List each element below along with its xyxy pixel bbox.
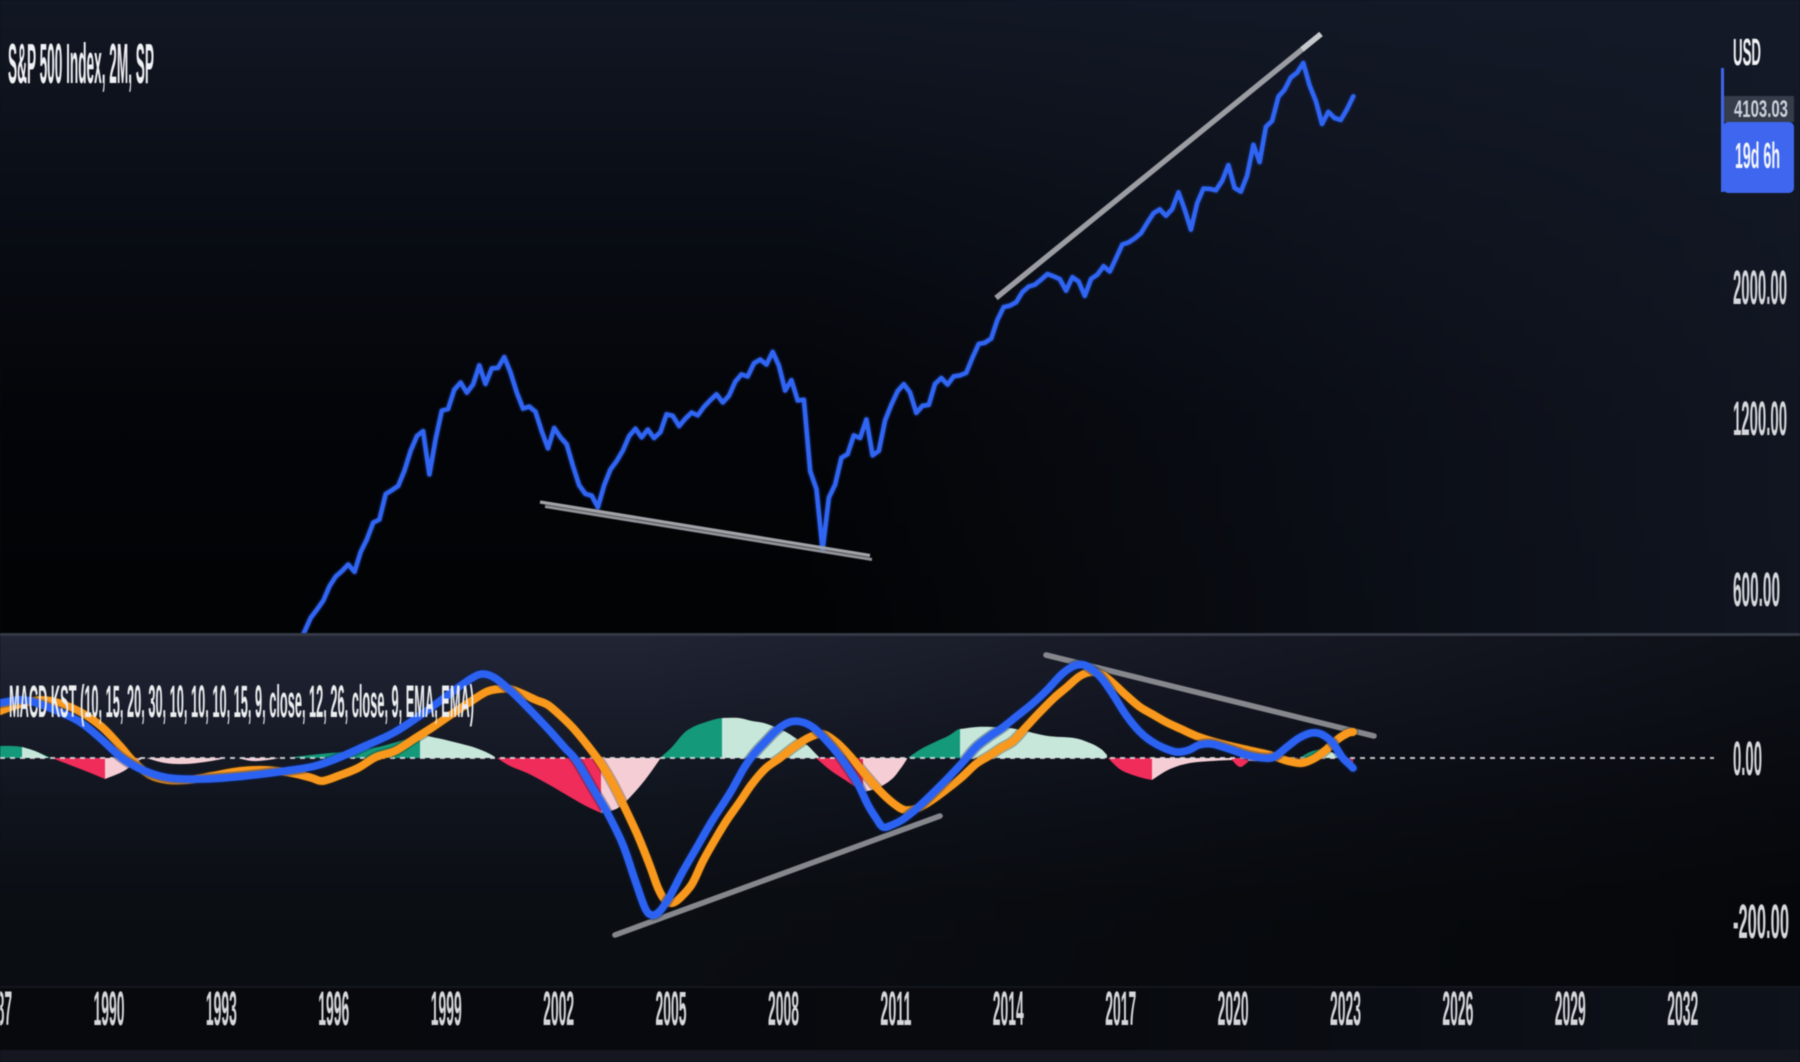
- svg-text:2017: 2017: [1105, 983, 1136, 1036]
- svg-text:2014: 2014: [993, 983, 1024, 1036]
- svg-text:1996: 1996: [318, 983, 349, 1036]
- svg-text:1999: 1999: [431, 983, 462, 1036]
- svg-text:19d 6h: 19d 6h: [1735, 135, 1780, 176]
- svg-text:2026: 2026: [1442, 983, 1473, 1036]
- svg-text:2008: 2008: [768, 983, 799, 1036]
- svg-text:USD: USD: [1733, 32, 1761, 74]
- svg-text:2023: 2023: [1330, 983, 1361, 1036]
- svg-text:2000.00: 2000.00: [1733, 262, 1787, 315]
- svg-text:S&P 500 Index, 2M, SP: S&P 500 Index, 2M, SP: [8, 32, 154, 96]
- svg-text:1993: 1993: [206, 983, 237, 1036]
- svg-text:2011: 2011: [880, 983, 911, 1036]
- svg-text:2005: 2005: [656, 983, 687, 1036]
- svg-text:2020: 2020: [1218, 983, 1249, 1036]
- svg-text:2029: 2029: [1555, 983, 1586, 1036]
- svg-text:4103.03: 4103.03: [1734, 96, 1788, 123]
- svg-text:600.00: 600.00: [1733, 564, 1780, 617]
- svg-text:1200.00: 1200.00: [1733, 393, 1787, 446]
- svg-text:0.00: 0.00: [1733, 733, 1762, 786]
- svg-text:MACD KST (10, 15, 20, 30, 10,: MACD KST (10, 15, 20, 30, 10, 10, 10, 15…: [9, 676, 474, 727]
- svg-text:2002: 2002: [543, 983, 574, 1036]
- svg-text:2032: 2032: [1667, 983, 1698, 1036]
- svg-text:1990: 1990: [94, 983, 125, 1036]
- svg-text:-200.00: -200.00: [1733, 896, 1789, 949]
- svg-text:1987: 1987: [0, 983, 12, 1036]
